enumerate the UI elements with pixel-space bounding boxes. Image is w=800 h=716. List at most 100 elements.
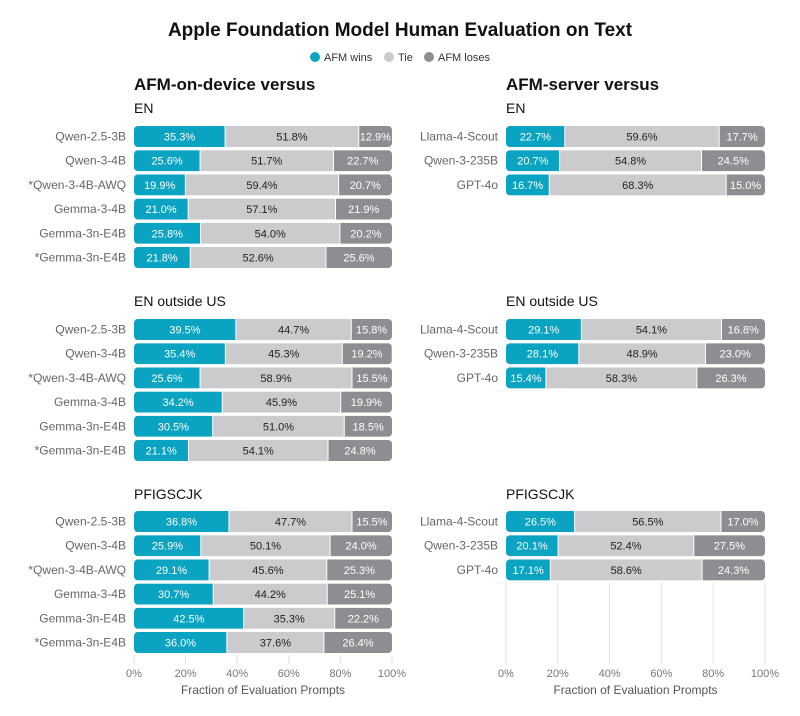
row-label: GPT-4o (457, 178, 499, 192)
bar-value-label: 58.9% (260, 373, 291, 385)
bar-value-label: 23.0% (720, 349, 751, 361)
bar-value-label: 36.8% (166, 517, 197, 529)
bar-row: Qwen-3-4B 25.9% 50.1% 24.0% (65, 535, 392, 557)
bar-value-label: 28.1% (527, 349, 558, 361)
bar-value-label: 29.1% (528, 325, 559, 337)
bar-segment-loses (326, 559, 392, 581)
bar-row: Qwen-3-235B 20.1% 52.4% 27.5% (424, 535, 765, 557)
bar-segment-loses (696, 367, 765, 389)
bar-value-label: 25.1% (344, 589, 375, 601)
bar-value-label: 30.5% (158, 421, 189, 433)
bar-segment-tie (243, 607, 335, 629)
bar-segment-tie (559, 150, 702, 172)
bar-segment-wins (506, 174, 550, 196)
bar-segment-loses (352, 511, 392, 532)
bar-value-label: 59.6% (626, 132, 657, 144)
bar-segment-tie (188, 440, 329, 461)
bar-row: Qwen-3-4B 25.6% 51.7% 22.7% (65, 150, 392, 172)
bar-value-label: 18.5% (353, 421, 384, 433)
row-label: Qwen-3-235B (424, 347, 498, 361)
bar-segment-wins (506, 535, 559, 557)
row-label: Qwen-3-4B (65, 347, 126, 361)
bar-value-label: 20.7% (517, 156, 548, 168)
bar-value-label: 51.7% (251, 156, 282, 168)
bar-segment-tie (188, 198, 336, 220)
bar-segment-tie (200, 367, 353, 389)
bar-segment-wins (134, 367, 201, 389)
bar-value-label: 21.9% (348, 204, 379, 216)
bar-segment-wins (134, 559, 210, 581)
bar-value-label: 24.5% (718, 156, 749, 168)
bar-segment-tie (228, 511, 353, 532)
section-1-1: EN outside US Llama-4-Scout 29.1% 54.1% 16.8… (420, 293, 765, 389)
bar-segment-loses (701, 150, 765, 172)
section-1-2: PFIGSCJK Llama-4-Scout 26.5% 56.5% 17.0% Qwen… (420, 486, 765, 581)
x-tick-label: 40% (226, 668, 248, 680)
bar-segment-tie (549, 174, 727, 196)
bar-segment-tie (581, 319, 722, 340)
bar-value-label: 15.0% (730, 180, 761, 192)
legend-label-1: Tie (398, 52, 413, 64)
legend: AFM wins Tie AFM loses (310, 52, 490, 64)
bar-value-label: 17.1% (513, 565, 544, 577)
row-label: Qwen-3-235B (424, 539, 498, 553)
bar-value-label: 12.9% (360, 132, 391, 144)
bar-value-label: 30.7% (158, 589, 189, 601)
bar-value-label: 25.6% (151, 373, 182, 385)
row-label: *Gemma-3n-E4B (35, 251, 126, 265)
bar-value-label: 34.2% (163, 397, 194, 409)
bar-segment-loses (726, 174, 765, 196)
bar-segment-wins (134, 198, 189, 220)
bar-segment-wins (506, 343, 579, 365)
legend-marker-2 (424, 52, 434, 62)
bar-value-label: 19.2% (351, 349, 382, 361)
bar-segment-loses (358, 126, 392, 147)
bar-value-label: 57.1% (246, 204, 277, 216)
bar-segment-wins (506, 559, 551, 581)
bar-value-label: 52.4% (610, 541, 641, 553)
section-title: EN outside US (134, 293, 226, 309)
bar-value-label: 24.3% (718, 565, 749, 577)
row-label: Gemma-3-4B (54, 202, 126, 216)
row-label: *Qwen-3-4B-AWQ (28, 371, 126, 385)
bar-value-label: 42.5% (173, 613, 204, 625)
bar-value-label: 45.6% (252, 565, 283, 577)
bar-row: *Gemma-3n-E4B 21.8% 52.6% 25.6% (35, 247, 392, 268)
bar-segment-loses (338, 174, 392, 196)
bar-value-label: 15.4% (510, 373, 541, 385)
bar-segment-loses (720, 511, 765, 532)
bar-value-label: 26.3% (715, 373, 746, 385)
bar-row: Gemma-3n-E4B 30.5% 51.0% 18.5% (39, 415, 392, 437)
bar-value-label: 47.7% (275, 517, 306, 529)
bar-value-label: 45.3% (268, 349, 299, 361)
bar-value-label: 25.6% (151, 156, 182, 168)
bar-segment-loses (721, 319, 765, 340)
section-title: PFIGSCJK (134, 486, 203, 502)
bar-segment-tie (222, 391, 341, 413)
bar-value-label: 21.0% (145, 204, 176, 216)
bar-value-label: 25.6% (343, 253, 374, 265)
row-label: GPT-4o (457, 563, 499, 577)
bar-segment-tie (550, 559, 703, 581)
bar-value-label: 54.0% (255, 228, 286, 240)
row-label: Gemma-3-4B (54, 587, 126, 601)
bar-value-label: 35.3% (274, 613, 305, 625)
bar-row: Gemma-3n-E4B 25.8% 54.0% 20.2% (39, 222, 392, 244)
bar-value-label: 16.7% (512, 180, 543, 192)
bar-row: Gemma-3-4B 34.2% 45.9% 19.9% (54, 391, 392, 413)
panel-title: AFM-server versus (506, 75, 659, 94)
bar-segment-loses (334, 607, 392, 629)
chart-title: Apple Foundation Model Human Evaluation … (168, 20, 633, 41)
x-tick-label: 80% (329, 668, 351, 680)
bar-value-label: 20.7% (350, 180, 381, 192)
bar-segment-tie (212, 415, 345, 437)
bar-value-label: 45.9% (266, 397, 297, 409)
bar-row: Gemma-3n-E4B 42.5% 35.3% 22.2% (39, 607, 392, 629)
row-label: Gemma-3n-E4B (39, 226, 126, 240)
bar-segment-wins (134, 607, 244, 629)
bar-segment-wins (134, 174, 186, 196)
bar-segment-tie (200, 150, 334, 172)
bar-row: Llama-4-Scout 26.5% 56.5% 17.0% (420, 511, 765, 532)
bar-value-label: 39.5% (169, 325, 200, 337)
